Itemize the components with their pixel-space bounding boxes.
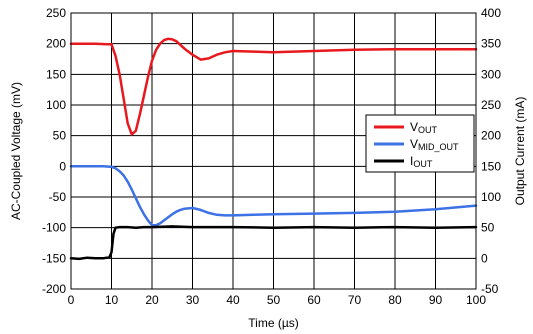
y-left-tick-label: 150	[46, 67, 66, 81]
legend-label-iout: IOUT	[410, 154, 433, 169]
series-line-vout	[69, 37, 478, 136]
y-right-tick-label: 300	[481, 67, 501, 81]
x-axis-title: Time (µs)	[248, 316, 298, 330]
legend: VOUT VMID_OUT IOUT	[365, 114, 475, 173]
x-tick-labels: 0 10 20 30 40 50 60 70 80 90 100	[68, 293, 487, 307]
x-tick-label: 10	[105, 293, 119, 307]
legend-label-vmid-out: VMID_OUT	[410, 137, 459, 152]
series-lines	[69, 37, 478, 261]
x-tick-label: 80	[388, 293, 402, 307]
series-line-iout	[69, 225, 478, 261]
y-left-tick-label: 50	[53, 129, 67, 143]
x-tick-label: 0	[68, 293, 75, 307]
y-left-tick-label: -100	[42, 221, 66, 235]
x-tick-label: 90	[429, 293, 443, 307]
x-tick-label: 40	[226, 293, 240, 307]
y-right-tick-labels: -50 0 50 100 150 200 250 300 350 400	[481, 6, 501, 296]
y-right-tick-label: 400	[481, 6, 501, 20]
y-right-tick-label: 150	[481, 159, 501, 173]
legend-label-vout-main: V	[410, 120, 418, 134]
y-left-tick-label: -50	[49, 190, 67, 204]
legend-label-iout-sub: OUT	[413, 159, 433, 169]
x-tick-label: 60	[307, 293, 321, 307]
y-right-tick-label: 0	[481, 251, 488, 265]
y-left-tick-label: -150	[42, 251, 66, 265]
y-left-tick-label: 250	[46, 6, 66, 20]
y-right-tick-label: 350	[481, 37, 501, 51]
x-tick-label: 70	[348, 293, 362, 307]
x-tick-label: 30	[186, 293, 200, 307]
y-right-tick-label: 50	[481, 221, 495, 235]
y-right-tick-label: 200	[481, 129, 501, 143]
legend-label-vmid-out-sub: MID_OUT	[418, 142, 459, 152]
y-right-tick-label: 250	[481, 98, 501, 112]
series-line-vmid-out	[69, 165, 478, 227]
legend-label-vout: VOUT	[410, 120, 438, 135]
legend-label-vout-sub: OUT	[418, 125, 438, 135]
y-left-tick-label: 100	[46, 98, 66, 112]
legend-label-iout-main: I	[410, 154, 413, 168]
x-tick-label: 100	[466, 293, 486, 307]
x-tick-label: 50	[267, 293, 281, 307]
y-left-tick-labels: -200 -150 -100 -50 0 50 100 150 200 250	[42, 6, 66, 296]
y-right-axis-title: Output Current (mA)	[513, 97, 527, 206]
x-tick-label: 20	[145, 293, 159, 307]
y-left-tick-label: 200	[46, 37, 66, 51]
y-left-axis-title: AC-Coupled Voltage (mV)	[9, 82, 23, 220]
y-left-tick-label: 0	[59, 159, 66, 173]
legend-label-vmid-out-main: V	[410, 137, 418, 151]
y-right-tick-label: -50	[481, 282, 499, 296]
plot-frame	[70, 12, 477, 290]
y-left-tick-label: -200	[42, 282, 66, 296]
y-right-tick-label: 100	[481, 190, 501, 204]
